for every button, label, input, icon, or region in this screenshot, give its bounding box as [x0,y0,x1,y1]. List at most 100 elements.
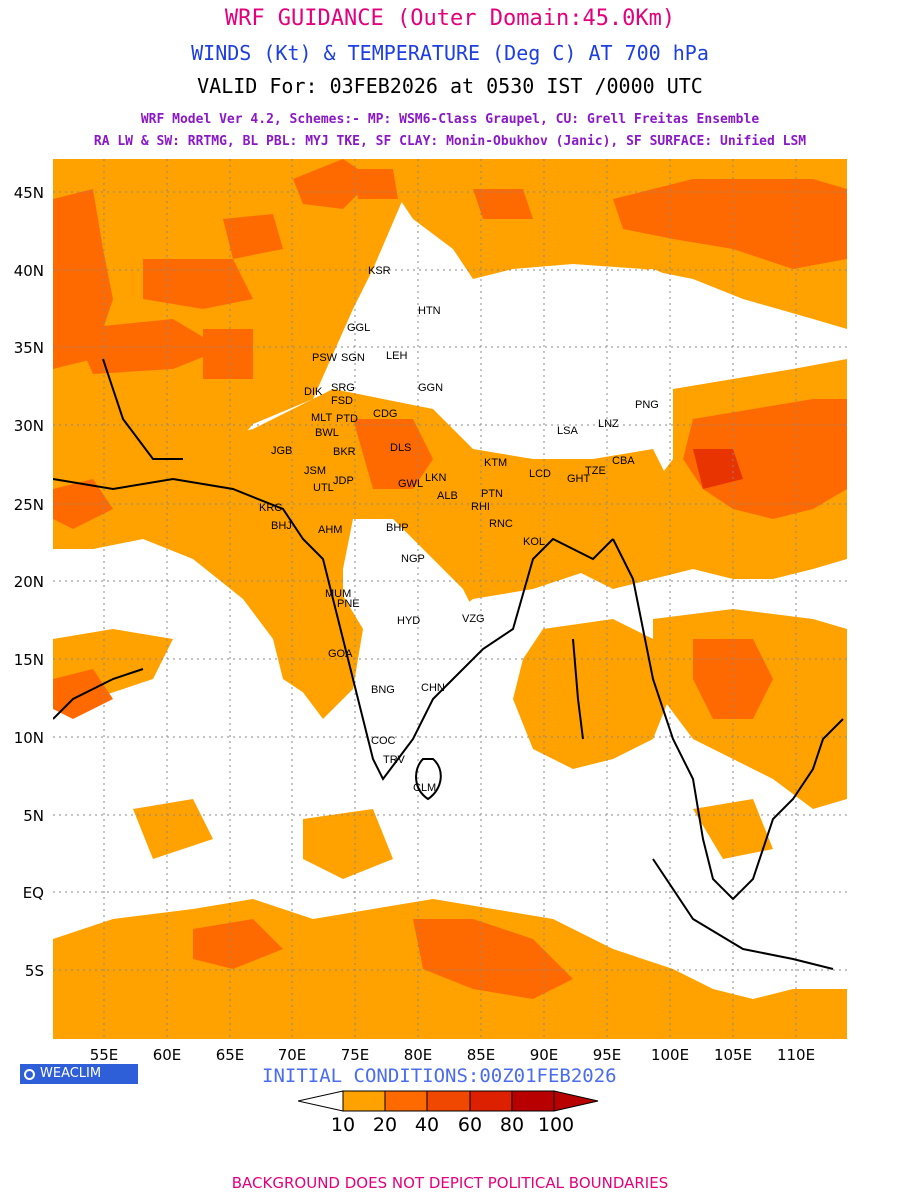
station-label: GGN [418,382,443,394]
lon-label: 65E [215,1046,245,1064]
station-label: LNZ [598,418,619,430]
colorbar-label: 10 [330,1114,356,1136]
lat-label: 40N [13,262,44,280]
lat-label: 30N [13,417,44,435]
station-label: MUM [325,588,351,600]
valid-time: VALID For: 03FEB2026 at 0530 IST /0000 U… [197,74,703,98]
station-label: DLS [390,442,411,454]
station-label: LSA [557,425,578,437]
station-label: NGP [401,553,425,565]
copyright-icon [24,1069,35,1080]
station-label: GHT [567,473,591,485]
lon-label: 80E [403,1046,433,1064]
colorbar-label: 60 [457,1114,483,1136]
station-label: COC [371,735,396,747]
station-label: GGL [347,322,370,334]
station-label: JSM [304,465,326,477]
coastline-outline [53,358,844,970]
station-label: RHI [471,501,490,513]
chart-subtitle: WINDS (Kt) & TEMPERATURE (Deg C) AT 700 … [191,41,709,65]
lon-label: 110E [776,1046,816,1064]
station-label: FSD [331,395,353,407]
station-label: KTM [484,457,507,469]
station-label: SGN [341,352,365,364]
station-label: HYD [397,615,420,627]
station-label: LCD [529,468,551,480]
station-label: CLM [413,782,436,794]
station-label: PSW [312,352,338,364]
lat-label: 5N [23,807,44,825]
lon-label: 55E [89,1046,119,1064]
station-label: PTN [481,488,503,500]
colorbar-swatch [469,1090,513,1112]
station-label: ALB [437,490,458,502]
lat-label: 20N [13,573,44,591]
station-label: BHJ [271,520,292,532]
station-label: KSR [368,265,391,277]
lon-label: 70E [277,1046,307,1064]
station-label: LEH [386,350,407,362]
station-label: RNC [489,518,513,530]
station-label: TRV [383,754,405,766]
lat-label: 45N [13,184,44,202]
colorbar-label: 20 [372,1114,398,1136]
station-label: CBA [612,455,635,467]
lon-label: 85E [466,1046,496,1064]
station-label: JGB [271,445,292,457]
colorbar-high-arrow [553,1090,599,1112]
lon-label: 105E [713,1046,753,1064]
station-label: BNG [371,684,395,696]
colorbar-swatch [342,1090,386,1112]
lon-label: 90E [529,1046,559,1064]
station-label: CHN [421,682,445,694]
colorbar-swatch [426,1090,471,1112]
colorbar [298,1090,599,1112]
station-label: VZG [462,613,485,625]
station-label: TZE [585,465,606,477]
lon-label: 60E [152,1046,182,1064]
colorbar-swatch [384,1090,428,1112]
lon-label: 75E [340,1046,370,1064]
lon-label: 95E [592,1046,622,1064]
chart-title: WRF GUIDANCE (Outer Domain:45.0Km) [224,6,676,31]
station-label: BKR [333,446,356,458]
lat-label: 15N [13,651,44,669]
footer-note: BACKGROUND DOES NOT DEPICT POLITICAL BOU… [231,1174,669,1192]
station-label: JDP [333,475,354,487]
station-label: BWL [315,427,339,439]
station-label: LKN [425,472,446,484]
station-label: DIK [304,386,323,398]
station-label: UTL [313,482,334,494]
colorbar-label: 80 [499,1114,525,1136]
station-label: KRC [259,502,282,514]
lat-lon-grid [53,159,847,1039]
lat-label: 10N [13,729,44,747]
station-label: GOA [328,648,353,660]
logo-text: WEACLIM [40,1066,102,1081]
model-info-line-1: WRF Model Ver 4.2, Schemes:- MP: WSM6-Cl… [140,112,760,127]
lat-label: EQ [22,884,44,902]
lat-label: 25N [13,496,44,514]
station-label: CDG [373,408,397,420]
weaclim-logo: WEACLIM [20,1064,138,1084]
colorbar-label: 100 [537,1114,575,1136]
station-label: PTD [336,413,358,425]
station-label: KOL [523,536,545,548]
station-label: BHP [386,522,409,534]
colorbar-low-arrow [298,1090,344,1112]
colorbar-label: 40 [414,1114,440,1136]
station-label: AHM [318,524,342,536]
model-info-line-2: RA LW & SW: RRTMG, BL PBL: MYJ TKE, SF C… [93,134,807,149]
lat-label: 5S [24,962,44,980]
station-label: PNG [635,399,659,411]
station-label: PNE [337,598,360,610]
station-label: SRG [331,382,355,394]
weather-map: KSR HTN GGL PSW SGN LEH GGN DIK SRG FSD MLT PTD CDG B… [53,159,847,1039]
temperature-shading [53,159,847,1039]
initial-conditions: INITIAL CONDITIONS:00Z01FEB2026 [262,1065,617,1087]
station-label: MLT [311,412,332,424]
lon-label: 100E [650,1046,690,1064]
station-label: HTN [418,305,441,317]
